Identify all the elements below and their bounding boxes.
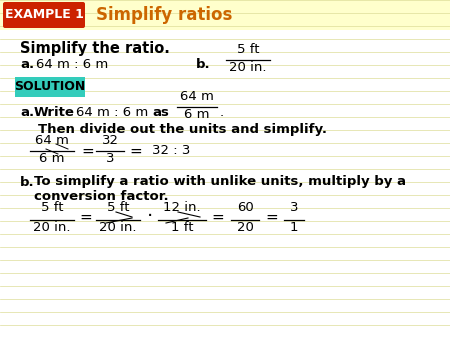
Text: 64 m : 6 m: 64 m : 6 m (76, 105, 148, 119)
Text: ·: · (147, 208, 153, 226)
Text: 64 m : 6 m: 64 m : 6 m (36, 58, 108, 72)
Text: .: . (220, 105, 224, 119)
Text: 32: 32 (102, 134, 118, 147)
Text: Simplify ratios: Simplify ratios (96, 6, 232, 24)
Text: 60: 60 (237, 201, 253, 214)
Text: a.: a. (20, 58, 34, 72)
Text: =: = (130, 144, 142, 159)
Text: 20 in.: 20 in. (229, 61, 267, 74)
Text: 3: 3 (106, 152, 114, 165)
Text: To simplify a ratio with unlike units, multiply by a: To simplify a ratio with unlike units, m… (34, 175, 406, 189)
Text: 64 m: 64 m (35, 134, 69, 147)
Text: 20 in.: 20 in. (99, 221, 137, 234)
Text: 6 m: 6 m (39, 152, 65, 165)
Text: b.: b. (196, 58, 211, 72)
Text: 5 ft: 5 ft (237, 43, 259, 56)
Text: 20 in.: 20 in. (33, 221, 71, 234)
Text: =: = (266, 210, 279, 224)
Text: 6 m: 6 m (184, 108, 210, 121)
Text: =: = (81, 144, 94, 159)
Text: =: = (80, 210, 92, 224)
Text: 64 m: 64 m (180, 90, 214, 103)
Text: b.: b. (20, 175, 35, 189)
Text: conversion factor.: conversion factor. (34, 190, 169, 202)
Text: 1 ft: 1 ft (171, 221, 193, 234)
Text: Write: Write (34, 105, 75, 119)
Text: as: as (152, 105, 169, 119)
Text: 5 ft: 5 ft (107, 201, 129, 214)
Text: 20: 20 (237, 221, 253, 234)
Text: SOLUTION: SOLUTION (14, 80, 86, 94)
FancyBboxPatch shape (3, 2, 85, 28)
Text: 1: 1 (290, 221, 298, 234)
FancyBboxPatch shape (15, 77, 85, 97)
Text: Then divide out the units and simplify.: Then divide out the units and simplify. (38, 122, 327, 136)
Text: EXAMPLE 1: EXAMPLE 1 (4, 8, 83, 22)
Text: 3: 3 (290, 201, 298, 214)
Text: =: = (212, 210, 225, 224)
Text: 32 : 3: 32 : 3 (152, 145, 190, 158)
Text: 5 ft: 5 ft (41, 201, 63, 214)
Text: a.: a. (20, 105, 34, 119)
Text: 12 in.: 12 in. (163, 201, 201, 214)
Text: Simplify the ratio.: Simplify the ratio. (20, 41, 170, 55)
Bar (0, 0, 450, 30)
